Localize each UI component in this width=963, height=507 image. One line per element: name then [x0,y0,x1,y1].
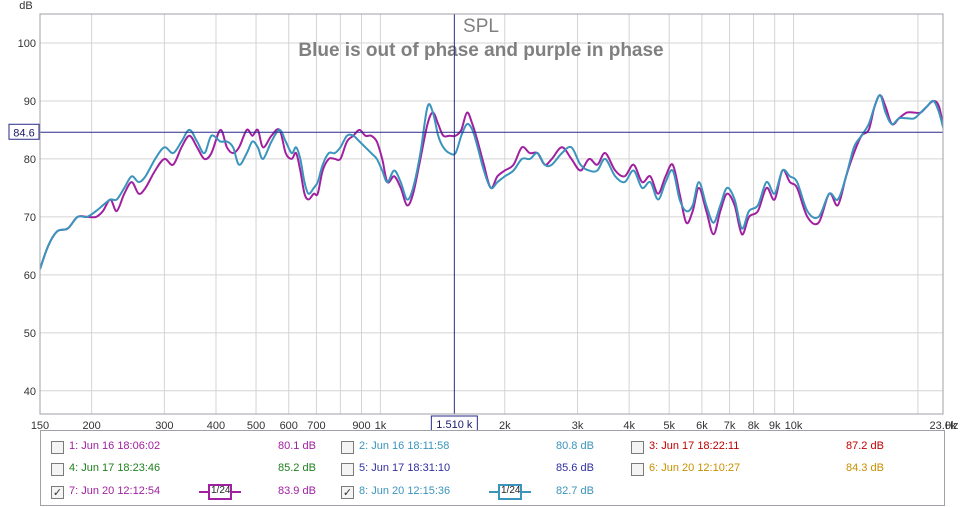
legend-item-label[interactable]: 3: Jun 17 18:22:11 [649,440,740,452]
x-tick-label: 9k [769,420,781,430]
x-tick-label: 700 [307,420,325,430]
legend-item-value: 80.8 dB [556,440,594,452]
legend-checkbox[interactable]: ✓ [51,486,64,499]
legend-checkbox[interactable] [341,463,354,476]
cursor-x-label: 1.510 k [436,419,473,430]
spl-chart: 40 50 60 70 80 90 100 dB 150 200 300 400 500 600 700 90… [8,0,958,430]
cursor-y-box [8,123,40,140]
x-tick-label: 3k [572,420,584,430]
smoothing-glyph [199,484,241,500]
legend-item-value: 85.2 dB [278,462,316,474]
smoothing-label: 1/24 [211,485,231,496]
cursor-x-box [430,415,478,430]
legend-checkbox[interactable] [341,441,354,454]
legend-item-label[interactable]: 4: Jun 17 18:23:46 [69,462,161,474]
x-tick-label: 200 [82,420,100,430]
x-tick-label: 4k [623,420,635,430]
x-tick-label: 8k [748,420,760,430]
cursor-y-label: 84.6 [13,127,34,139]
legend-item-label[interactable]: 5: Jun 17 18:31:10 [359,462,451,474]
x-tick-label: 500 [247,420,265,430]
legend-item-value: 84.3 dB [846,462,884,474]
y-tick-label: 80 [24,154,36,166]
x-axis-unit: Hz [945,420,958,430]
y-tick-label: 60 [24,270,36,282]
smoothing-indicator[interactable]: 1/24 [199,484,241,500]
legend-item-label[interactable]: 6: Jun 20 12:10:27 [649,462,741,474]
x-tick-label: 5k [663,420,675,430]
legend-item-value: 83.9 dB [278,485,316,497]
y-tick-label: 70 [24,212,36,224]
legend-panel: 1: Jun 16 18:06:02 80.1 dB 2: Jun 16 18:11… [40,430,945,506]
x-tick-label: 6k [696,420,708,430]
legend-item-label[interactable]: 8: Jun 20 12:15:36 [359,485,451,497]
y-tick-label: 90 [24,96,36,108]
legend-checkbox[interactable] [631,441,644,454]
legend-item-label[interactable]: 1: Jun 16 18:06:02 [69,440,161,452]
y-tick-label: 50 [24,328,36,340]
x-tick-label: 1k [375,420,387,430]
x-tick-label: 150 [31,420,49,430]
x-tick-label: 600 [280,420,298,430]
chart-title: SPL [463,16,499,37]
chart-subtitle: Blue is out of phase and purple in phase [298,40,663,61]
smoothing-glyph [489,484,531,500]
legend-checkbox[interactable]: ✓ [341,486,354,499]
legend-item-value: 82.7 dB [556,485,594,497]
legend-checkbox[interactable] [51,441,64,454]
x-tick-label: 300 [155,420,173,430]
x-tick-label: 7k [724,420,736,430]
y-axis-label: dB [19,0,32,12]
series-line-blue [40,94,943,270]
legend-item-label[interactable]: 2: Jun 16 18:11:58 [359,440,450,452]
legend-item-value: 80.1 dB [278,440,316,452]
legend-item-value: 85.6 dB [556,462,594,474]
plot-area [40,14,943,414]
x-tick-label: 400 [207,420,225,430]
legend-item-value: 87.2 dB [846,440,884,452]
legend-checkbox[interactable] [51,463,64,476]
x-tick-label: 900 [352,420,370,430]
smoothing-indicator[interactable]: 1/24 [489,484,531,500]
legend-item-label[interactable]: 7: Jun 20 12:12:54 [69,485,161,497]
x-tick-label: 2k [499,420,511,430]
y-tick-label: 100 [18,38,36,50]
legend-checkbox[interactable] [631,463,644,476]
x-tick-label: 10k [785,420,803,430]
x-tick-label: 23.0k [930,420,957,430]
plot-frame [39,13,944,415]
smoothing-label: 1/24 [501,485,521,496]
y-tick-label: 40 [24,386,36,398]
